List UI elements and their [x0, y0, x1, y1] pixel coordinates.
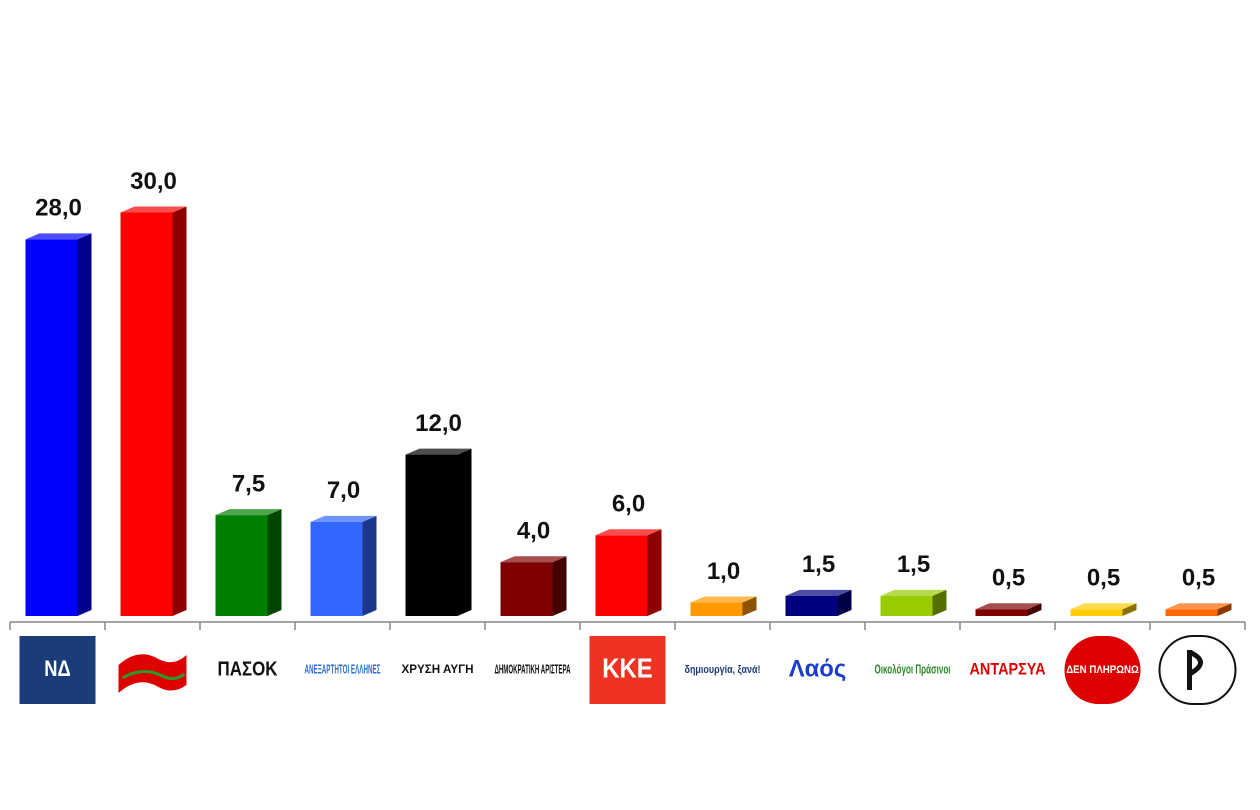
- bar-side: [457, 448, 472, 616]
- party-logo: [684, 636, 761, 704]
- bar-top: [1165, 603, 1232, 610]
- bar-side: [77, 233, 92, 616]
- x-tick-label: Λαός: [789, 655, 847, 682]
- party-logo: [304, 636, 381, 704]
- x-tick-label: ΑΝΕΞΑΡΤΗΤΟΙ ΕΛΛΗΝΕΣ: [305, 661, 381, 676]
- value-label: 12,0: [415, 410, 462, 437]
- bar: [1070, 609, 1123, 616]
- bar: [120, 212, 173, 616]
- bar-side: [932, 589, 947, 616]
- bar-top: [785, 589, 852, 596]
- bar-top: [1070, 603, 1137, 610]
- bar-top: [25, 233, 92, 240]
- bar: [690, 602, 743, 616]
- party-logo: [589, 636, 666, 704]
- x-tick-label: ΑΝΤΑΡΣΥΑ: [970, 659, 1046, 678]
- value-label: 6,0: [612, 491, 645, 518]
- bar-side: [362, 515, 377, 616]
- value-label: 7,5: [232, 470, 265, 497]
- bar: [25, 239, 78, 616]
- value-label: 1,5: [802, 551, 835, 578]
- party-logo-stripe: [121, 670, 186, 681]
- party-logo-sail: [1187, 649, 1203, 690]
- bar-top: [975, 603, 1042, 610]
- value-label: 30,0: [130, 168, 177, 195]
- bar: [975, 609, 1028, 616]
- bar: [1165, 609, 1218, 616]
- bar: [785, 595, 838, 616]
- value-label: 0,5: [992, 565, 1025, 592]
- party-logo: [19, 636, 96, 704]
- bar-side: [172, 206, 187, 616]
- party-logo: [969, 636, 1046, 704]
- value-label: 1,5: [897, 551, 930, 578]
- bar-top: [120, 206, 187, 213]
- bar-top: [595, 529, 662, 536]
- x-tick-label: ΔΗΜΟΚΡΑΤΙΚΗ ΑΡΙΣΤΕΡΑ: [495, 661, 571, 676]
- x-tick-label: ΝΔ: [44, 656, 70, 681]
- bar-side: [552, 556, 567, 616]
- bar-side: [1027, 603, 1042, 616]
- bar-side: [267, 509, 282, 616]
- bar-top: [880, 589, 947, 596]
- bar-top: [405, 448, 472, 455]
- value-label: 7,0: [327, 477, 360, 504]
- bar: [405, 454, 458, 616]
- x-tick-label: ΚΚΕ: [602, 652, 652, 683]
- bar-side: [837, 589, 852, 616]
- value-label: 4,0: [517, 518, 550, 545]
- bar: [215, 515, 268, 616]
- value-label: 0,5: [1087, 565, 1120, 592]
- value-label: 0,5: [1182, 565, 1215, 592]
- bar-side: [1217, 603, 1232, 616]
- party-logo: [494, 636, 571, 704]
- party-logo: [1064, 636, 1141, 704]
- party-logo: [209, 636, 286, 704]
- bar: [500, 562, 553, 616]
- bar-side: [647, 529, 662, 616]
- value-label: 1,0: [707, 558, 740, 585]
- bar-side: [742, 596, 757, 616]
- bar: [595, 535, 648, 616]
- x-tick-label: ΔΕΝ ΠΛΗΡΩΝΩ: [1066, 664, 1139, 676]
- bar: [880, 595, 933, 616]
- party-logo: [874, 636, 951, 704]
- party-logo: [779, 636, 856, 704]
- x-tick-label: Οικολόγοι Πράσινοι: [875, 661, 951, 676]
- party-logo: [399, 636, 476, 704]
- x-tick-label: ΧΡΥΣΗ ΑΥΓΗ: [402, 662, 474, 676]
- x-tick-label: ΠΑΣΟΚ: [218, 658, 278, 680]
- bar: [310, 521, 363, 616]
- bar-top: [500, 556, 567, 563]
- bar-top: [215, 509, 282, 516]
- value-label: 28,0: [35, 195, 82, 222]
- bar-top: [310, 515, 377, 522]
- x-tick-label: δημιουργία, ξανά!: [685, 664, 761, 676]
- bar-side: [1122, 603, 1137, 616]
- bar-top: [690, 596, 757, 603]
